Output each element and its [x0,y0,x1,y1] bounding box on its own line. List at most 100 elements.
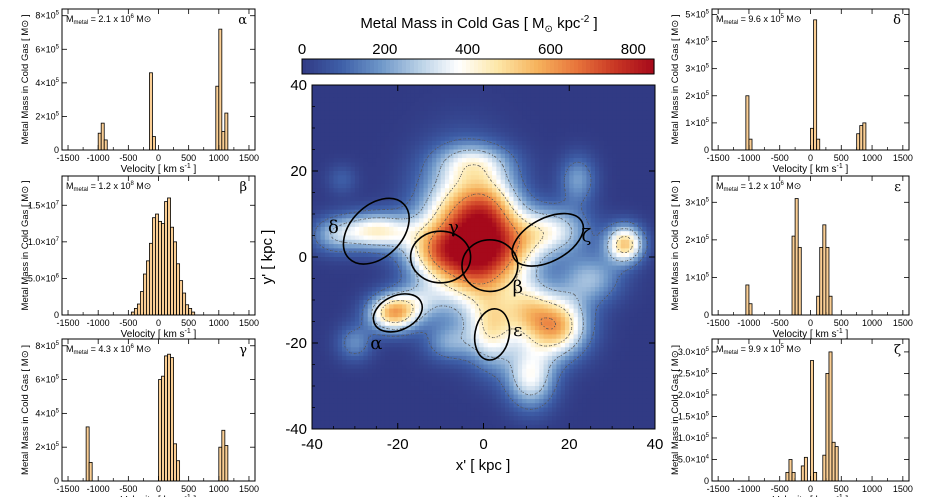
map-cell [372,235,377,241]
map-cell [359,291,365,297]
map-cell [509,140,515,146]
map-cell [333,110,339,116]
map-cell [637,330,643,335]
map-cell [530,115,536,120]
map-cell [453,218,459,224]
map-cell [569,334,575,340]
map-cell [612,304,618,310]
map-cell [389,93,395,99]
map-cell [500,166,506,172]
map-cell [556,269,562,275]
map-cell [342,149,347,155]
map-cell [522,188,527,194]
map-cell [650,106,655,112]
map-cell [577,312,583,318]
map-cell [372,110,377,116]
map-cell [522,153,527,159]
map-cell [350,300,356,305]
map-cell [650,282,655,288]
map-cell [384,218,390,224]
map-cell [342,222,347,228]
map-cell [479,321,485,327]
map-cell [646,308,652,314]
map-cell [492,312,497,318]
map-cell [376,287,382,292]
map-cell [312,239,317,245]
map-cell [342,214,347,219]
map-cell [573,282,579,288]
map-cell [393,89,399,95]
map-cell [402,192,407,198]
map-cell [522,252,527,258]
map-cell [577,338,583,344]
map-cell [380,312,386,318]
map-cell [316,239,322,245]
map-cell [573,343,579,348]
map-cell [402,132,407,138]
map-cell [333,166,339,172]
map-cell [637,93,643,99]
map-cell [436,291,442,297]
map-cell [492,282,497,288]
map-cell [500,274,506,280]
map-cell [650,153,655,159]
map-cell [337,183,343,189]
map-cell [646,201,652,206]
map-cell [393,226,399,232]
map-cell [552,196,557,202]
map-cell [539,291,545,297]
map-cell [586,222,592,228]
map-cell [500,231,506,237]
map-cell [586,136,592,142]
map-cell [492,149,497,155]
map-cell [372,257,377,262]
map-cell [380,218,386,224]
map-cell [556,295,562,301]
map-cell [513,325,519,331]
map-cell [402,282,407,288]
map-cell [337,128,343,133]
map-cell [547,145,553,151]
map-cell [384,261,390,267]
map-cell [466,343,472,348]
map-cell [466,132,472,138]
map-cell [384,291,390,297]
map-cell [586,128,592,133]
map-cell [367,188,373,194]
map-cell [526,343,532,348]
map-cell [590,317,596,323]
map-cell [599,222,605,228]
map-cell [432,300,437,305]
map-cell [449,97,455,103]
map-cell [393,231,399,237]
map-cell [419,317,425,323]
map-cell [320,188,326,194]
map-cell [423,110,429,116]
map-cell [530,128,536,133]
map-cell [354,295,360,301]
map-cell [543,222,549,228]
map-cell [440,188,446,194]
map-cell [410,123,416,129]
map-cell [449,192,455,198]
map-cell [522,158,527,163]
map-cell [582,196,587,202]
colorbar-cell [526,59,531,74]
map-cell [500,312,506,318]
map-cell [350,119,356,125]
map-cell [393,128,399,133]
map-cell [410,183,416,189]
map-cell [483,162,489,168]
map-cell [522,265,527,271]
map-cell [393,252,399,258]
map-cell [633,265,639,271]
map-cell [504,308,510,314]
map-cell [402,308,407,314]
map-cell [470,115,476,120]
map-cell [380,278,386,284]
map-cell [350,153,356,159]
map-cell [337,102,343,108]
map-cell [346,162,352,168]
map-cell [509,222,515,228]
map-cell [372,145,377,151]
